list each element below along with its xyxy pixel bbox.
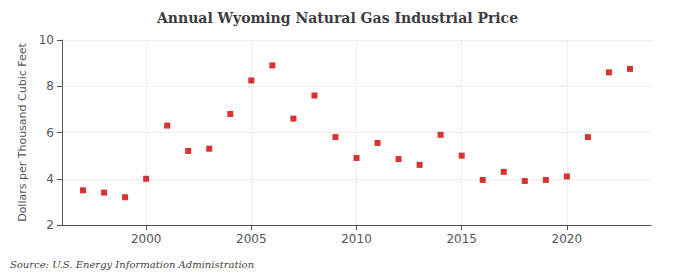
svg-text:4: 4	[46, 172, 54, 186]
svg-text:10: 10	[39, 33, 54, 47]
svg-text:2000: 2000	[131, 232, 162, 246]
svg-text:8: 8	[46, 79, 54, 93]
svg-text:Dollars per Thousand Cubic Fee: Dollars per Thousand Cubic Feet	[16, 42, 29, 221]
svg-text:2020: 2020	[552, 232, 583, 246]
svg-text:2005: 2005	[236, 232, 267, 246]
svg-text:Annual Wyoming Natural Gas Ind: Annual Wyoming Natural Gas Industrial Pr…	[156, 10, 518, 26]
svg-text:2: 2	[46, 218, 54, 232]
svg-text:Source: U.S. Energy Informatio: Source: U.S. Energy Information Administ…	[10, 259, 254, 270]
svg-text:6: 6	[46, 126, 54, 140]
svg-text:2015: 2015	[446, 232, 477, 246]
svg-text:2010: 2010	[341, 232, 372, 246]
